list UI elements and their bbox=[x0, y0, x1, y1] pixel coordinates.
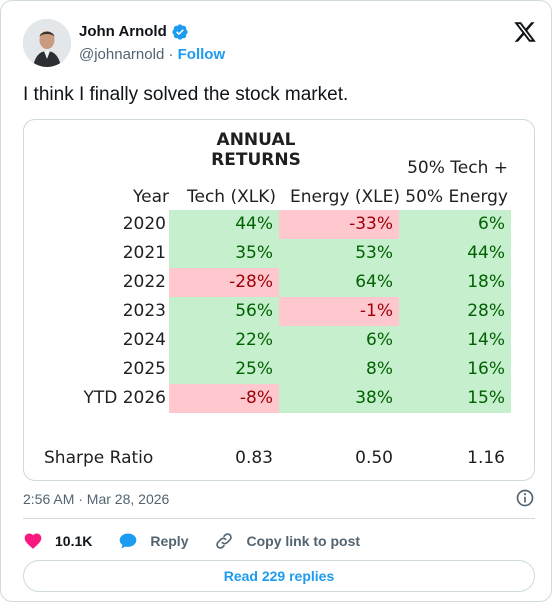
row-year: 2024 bbox=[122, 330, 166, 350]
verified-badge-icon bbox=[172, 24, 188, 40]
copy-link-label: Copy link to post bbox=[246, 533, 361, 549]
reply-label: Reply bbox=[150, 533, 189, 549]
link-icon bbox=[216, 533, 233, 549]
table-row: 2022 -28% 64% 18% bbox=[24, 268, 534, 297]
row-mix-return: 16% bbox=[399, 355, 511, 384]
heart-icon bbox=[24, 533, 42, 549]
author-name[interactable]: John Arnold bbox=[79, 23, 167, 40]
sharpe-mix: 1.16 bbox=[467, 448, 505, 468]
row-mix-return: 44% bbox=[399, 239, 511, 268]
tweet-text: I think I finally solved the stock marke… bbox=[23, 84, 349, 105]
divider bbox=[23, 518, 535, 519]
row-tech-return: 25% bbox=[169, 355, 279, 384]
header-energy: Energy (XLE) bbox=[289, 187, 400, 207]
row-tech-return: 44% bbox=[169, 210, 279, 239]
author-handle[interactable]: @johnarnold bbox=[79, 46, 165, 63]
table-row: 2023 56% -1% 28% bbox=[24, 297, 534, 326]
x-logo-icon[interactable] bbox=[513, 20, 537, 44]
row-tech-return: -8% bbox=[169, 384, 279, 413]
sharpe-row: Sharpe Ratio 0.83 0.50 1.16 bbox=[24, 446, 534, 470]
author-block: John Arnold @johnarnold · Follow bbox=[79, 23, 225, 64]
header-year: Year bbox=[133, 187, 169, 207]
read-replies-button[interactable]: Read 229 replies bbox=[23, 560, 535, 592]
row-year: 2023 bbox=[122, 301, 166, 321]
author-name-row: John Arnold bbox=[79, 23, 225, 41]
row-mix-return: 18% bbox=[399, 268, 511, 297]
table-row: 2021 35% 53% 44% bbox=[24, 239, 534, 268]
header-mix-line1: 50% Tech + bbox=[407, 158, 508, 178]
follow-link[interactable]: Follow bbox=[177, 46, 226, 63]
row-tech-return: 35% bbox=[169, 239, 279, 268]
row-year: 2021 bbox=[122, 243, 166, 263]
separator-dot: · bbox=[164, 46, 178, 63]
row-energy-return: 53% bbox=[279, 239, 399, 268]
row-year: 2022 bbox=[122, 272, 166, 292]
copy-link-button[interactable]: Copy link to post bbox=[214, 531, 360, 551]
row-energy-return: 64% bbox=[279, 268, 399, 297]
row-energy-return: -1% bbox=[279, 297, 399, 326]
table-row: 2020 44% -33% 6% bbox=[24, 210, 534, 239]
sharpe-tech: 0.83 bbox=[235, 448, 273, 468]
handle-row: @johnarnold · Follow bbox=[79, 46, 225, 64]
speech-bubble-icon bbox=[120, 533, 137, 549]
action-bar: 10.1K Reply Copy link to post bbox=[23, 529, 386, 553]
row-mix-return: 28% bbox=[399, 297, 511, 326]
like-button[interactable]: 10.1K bbox=[23, 531, 92, 551]
table-row: 2024 22% 6% 14% bbox=[24, 326, 534, 355]
row-tech-return: 56% bbox=[169, 297, 279, 326]
table-row: 2025 25% 8% 16% bbox=[24, 355, 534, 384]
header-tech: Tech (XLK) bbox=[186, 187, 276, 207]
tweet-timestamp[interactable]: 2:56 AM · Mar 28, 2026 bbox=[23, 491, 170, 507]
row-year: 2025 bbox=[122, 359, 166, 379]
row-tech-return: -28% bbox=[169, 268, 279, 297]
row-mix-return: 6% bbox=[399, 210, 511, 239]
row-year: 2020 bbox=[122, 214, 166, 234]
avatar[interactable] bbox=[23, 19, 71, 67]
table-row: YTD 2026 -8% 38% 15% bbox=[24, 384, 534, 413]
table-title: ANNUAL RETURNS bbox=[211, 130, 301, 170]
row-mix-return: 15% bbox=[399, 384, 511, 413]
sharpe-label: Sharpe Ratio bbox=[44, 448, 154, 468]
row-mix-return: 14% bbox=[399, 326, 511, 355]
row-tech-return: 22% bbox=[169, 326, 279, 355]
reply-button[interactable]: Reply bbox=[118, 531, 188, 551]
row-year: YTD 2026 bbox=[83, 388, 166, 408]
header-mix: 50% Energy bbox=[405, 187, 508, 207]
row-energy-return: 38% bbox=[279, 384, 399, 413]
sharpe-energy: 0.50 bbox=[355, 448, 393, 468]
tweet-media-table[interactable]: ANNUAL RETURNS 50% Tech + Year Tech (XLK… bbox=[23, 119, 535, 481]
row-energy-return: 6% bbox=[279, 326, 399, 355]
avatar-photo bbox=[23, 19, 71, 67]
row-energy-return: 8% bbox=[279, 355, 399, 384]
like-count: 10.1K bbox=[55, 533, 93, 549]
info-icon[interactable] bbox=[515, 488, 535, 508]
row-energy-return: -33% bbox=[279, 210, 399, 239]
